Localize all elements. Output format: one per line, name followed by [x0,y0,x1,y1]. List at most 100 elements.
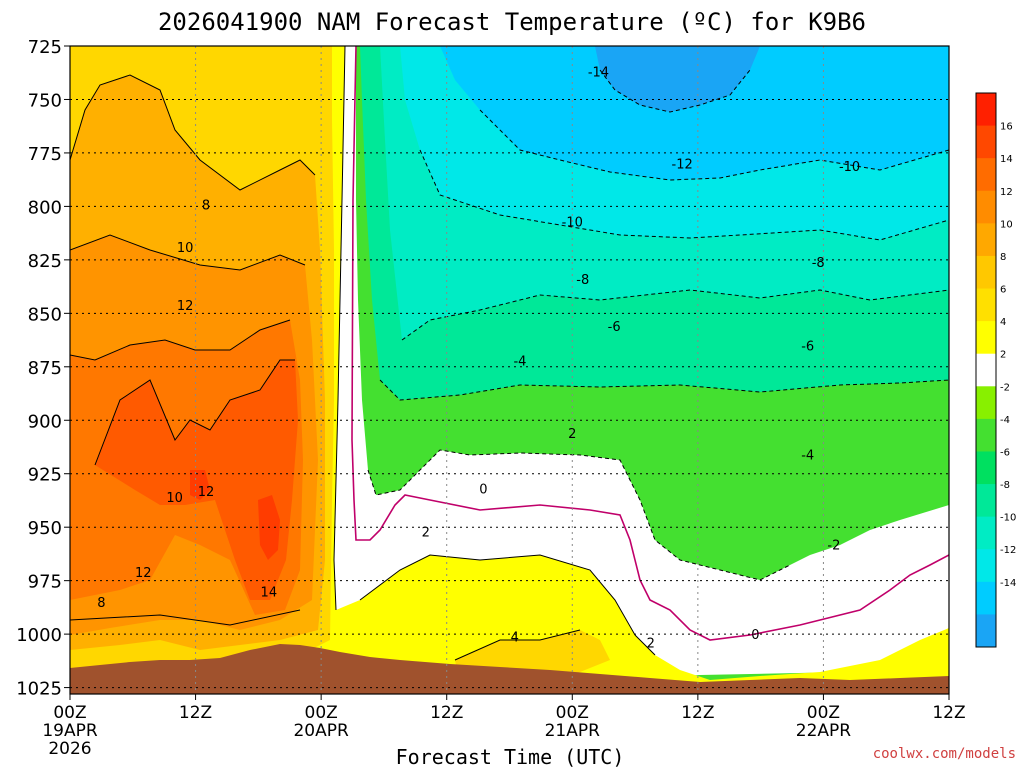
colorbar-swatch [976,614,996,648]
colorbar-label: -14 [1000,578,1016,589]
x-tick-label: 00Z [807,703,840,723]
x-year-label: 2026 [48,739,91,759]
colorbar-frame [975,92,997,648]
colorbar-swatch [976,125,996,159]
fill-blue-zone [595,46,760,112]
contour-label: 2 [568,427,576,442]
y-tick-label: 975 [28,572,62,593]
colorbar-swatch [976,321,996,355]
colorbar-swatch [976,418,996,452]
x-tick-label: 12Z [681,703,714,723]
x-tick-label: 12Z [932,703,965,723]
contour-label: -12 [672,158,693,173]
y-tick-label: 800 [28,197,62,218]
colorbar-label: -4 [1000,415,1010,426]
y-tick-label: 775 [28,144,62,165]
contour-label: 2 [422,525,430,540]
y-tick-label: 725 [28,37,62,58]
x-tick-label: 12Z [430,703,463,723]
colorbar-label: 2 [1000,350,1006,361]
colorbar-label: 12 [1000,187,1013,198]
colorbar-swatch [976,255,996,290]
y-tick-label: 1000 [16,625,62,646]
fill-white-zone [330,46,949,690]
contour-label: -6 [608,320,621,335]
fill-red2-zone [190,470,280,560]
contour-label: 4 [511,630,519,645]
contour-label: 2 [647,637,655,652]
contour-label: 8 [97,596,105,611]
y-tick-label: 1025 [16,679,62,700]
contour-label: 0 [751,628,759,643]
y-tick-label: 875 [28,358,62,379]
x-date-label: 19APR [42,721,98,741]
grid-lines [70,46,949,694]
x-date-label: 21APR [545,721,601,741]
colorbar-swatch [976,353,996,387]
colorbar-label: 10 [1000,219,1013,230]
y-tick-label: 750 [28,90,62,111]
contour-labels: -14 -12 -10 -10 -8 -8 -6 -6 -4 -4 -2 0 0 2 2 2 4 8 10 12 12 1… [97,66,860,652]
colorbar-swatch [976,484,996,518]
contour-label: 8 [202,198,210,213]
colorbar-label: -10 [1000,513,1016,524]
contour-label: -2 [827,538,840,553]
y-axis: 725 750 775 800 825 850 875 900 925 950 975 1000 102… [16,37,70,700]
contour-label: -4 [801,448,814,463]
colorbar-swatch [976,223,996,257]
y-tick-label: 900 [28,411,62,432]
contour-solid-lines [70,46,656,661]
contour-label: -8 [576,273,589,288]
x-tick-label: 00Z [556,703,589,723]
contour-label: 14 [261,585,278,600]
contour-label: -10 [562,215,583,230]
colorbar-swatch [976,386,996,420]
contour-label: -8 [812,256,825,271]
y-tick-label: 925 [28,465,62,486]
y-tick-label: 950 [28,518,62,539]
colorbar-label: 14 [1000,154,1013,165]
colorbar-swatch [976,158,996,192]
contour-label: 10 [166,491,183,506]
colorbar-swatch [976,288,996,322]
colorbar-label: -2 [1000,382,1010,393]
contour-label: 12 [177,299,194,314]
colorbar-label: -12 [1000,545,1016,556]
contour-zero-line [351,46,949,641]
contour-label: 0 [479,483,487,498]
x-axis-label: Forecast Time (UTC) [396,745,625,768]
x-date-label: 22APR [796,721,852,741]
credit-link[interactable]: coolwx.com/models [872,746,1016,762]
colorbar-label: -8 [1000,480,1010,491]
y-tick-label: 850 [28,304,62,325]
x-date-label: 20APR [293,721,349,741]
contour-label: 12 [135,566,152,581]
colorbar-label: 8 [1000,252,1006,263]
fill-lightblue-zone [440,46,949,180]
colorbar-swatch [976,93,996,127]
colorbar: 16 14 12 10 8 6 4 2 -2 -4 -6 -8 -10 -12 -14 [975,92,1016,648]
contour-label: 10 [177,241,194,256]
contour-dashed-lines [367,69,949,581]
contour-label: 12 [198,485,215,500]
contour-label: -14 [588,66,609,81]
x-tick-label: 12Z [179,703,212,723]
x-tick-label: 00Z [305,703,338,723]
colorbar-swatch [976,451,996,485]
x-tick-label: 00Z [53,703,86,723]
colorbar-label: 16 [1000,122,1013,133]
contour-label: -4 [513,354,526,369]
colorbar-swatch [976,581,996,615]
plot-frame [69,45,950,695]
fill-ground-brown [70,644,949,694]
contour-label: -10 [839,160,860,175]
colorbar-swatch [976,190,996,224]
colorbar-swatch [976,516,996,550]
colorbar-label: 6 [1000,285,1006,296]
y-tick-label: 825 [28,251,62,272]
colorbar-label: -6 [1000,447,1010,458]
contour-label: -6 [801,339,814,354]
plot-area: -14 -12 -10 -10 -8 -8 -6 -6 -4 -4 -2 0 0 2 2 2 4 8 10 12 12 1… [70,46,949,694]
